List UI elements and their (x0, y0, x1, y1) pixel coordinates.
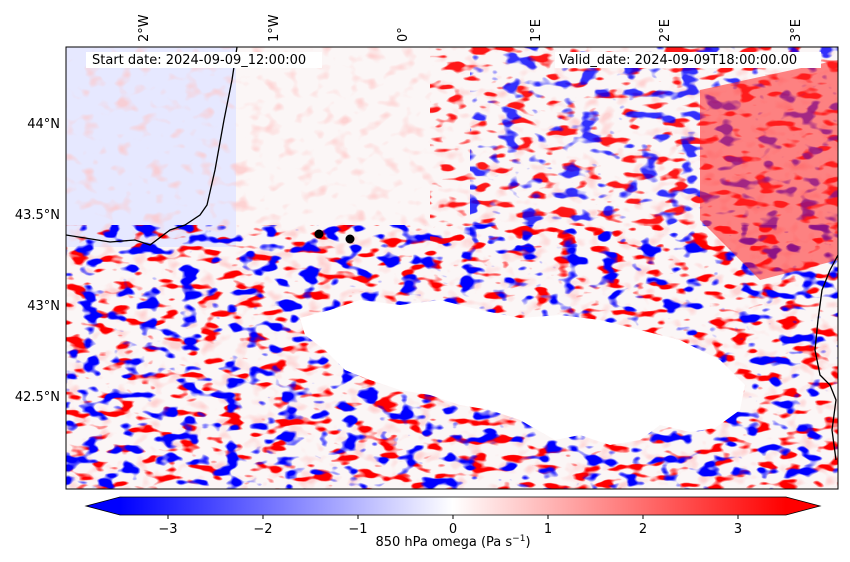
colorbar-tick-label: 2 (639, 522, 647, 537)
colorbar-gradient (120, 497, 786, 515)
colorbar-max-extend (786, 497, 820, 515)
lon-tick-labels: 2°W 1°W 0° 1°E 2°E 3°E (137, 14, 804, 42)
lon-tick-0: 0° (396, 27, 411, 42)
colorbar-tick-label: −3 (158, 522, 177, 537)
colorbar-tick-label: 1 (544, 522, 552, 537)
valid-date-label: Valid_date: 2024-09-09T18:00:00.00 (559, 53, 797, 68)
lat-tick-44: 44°N (27, 117, 60, 132)
marker-2 (345, 234, 355, 244)
coastline-west (66, 47, 238, 246)
colorbar: −3 −2 −1 0 1 2 3 850 hPa omega (Pa s−1) (84, 496, 822, 550)
lat-tick-43-5: 43.5°N (15, 208, 60, 223)
omega-field (66, 47, 838, 489)
start-date-box (86, 52, 322, 68)
colorbar-tick-label: 3 (734, 522, 742, 537)
colorbar-tick-label: −2 (253, 522, 272, 537)
lat-tick-42-5: 42.5°N (15, 390, 60, 405)
start-date-label: Start date: 2024-09-09_12:00:00 (92, 53, 306, 68)
colorbar-tick-label: 0 (449, 522, 457, 537)
valid-date-box (555, 52, 821, 68)
lon-tick-2w: 2°W (137, 14, 152, 42)
colorbar-min-extend (86, 497, 120, 515)
coastline-east (814, 254, 838, 461)
lon-tick-1w: 1°W (267, 14, 282, 42)
colorbar-tick-label: −1 (348, 522, 367, 537)
map-frame (65, 46, 839, 490)
marker-1 (314, 229, 324, 239)
lon-tick-1e: 1°E (529, 19, 544, 42)
lon-tick-3e: 3°E (789, 19, 804, 42)
masked-terrain (300, 300, 745, 445)
colorbar-label: 850 hPa omega (Pa s−1) (375, 534, 530, 550)
lat-tick-labels: 44°N 43.5°N 43°N 42.5°N (15, 117, 60, 405)
lon-tick-2e: 2°E (658, 19, 673, 42)
lat-tick-43: 43°N (27, 299, 60, 314)
